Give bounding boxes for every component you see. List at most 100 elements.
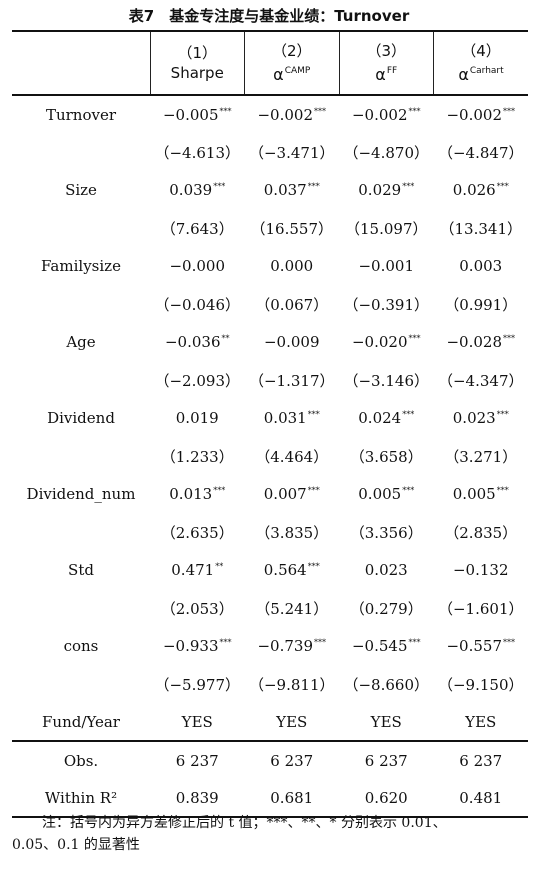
table-row-tstat: （−0.046） （0.067） （−0.391） （0.991） xyxy=(12,285,528,323)
row-label: cons xyxy=(63,637,99,655)
table-cell: −0.002*** xyxy=(245,95,340,133)
table-cell: （0.067） xyxy=(245,285,340,323)
cell-value: −0.000 xyxy=(169,257,225,275)
col-label: α xyxy=(458,65,469,84)
table-row-tstat: （−5.977） （−9.811） （−8.660） （−9.150） xyxy=(12,665,528,703)
cell-value: （3.835） xyxy=(255,523,329,542)
table-cell: −0.557*** xyxy=(434,627,529,665)
col-number: （4） xyxy=(461,42,501,60)
cell-value: （2.053） xyxy=(160,599,234,618)
table-cell: −0.132 xyxy=(434,551,529,589)
row-label: Fund/Year xyxy=(42,712,120,731)
cell-value: （−4.347） xyxy=(437,371,524,390)
table-row: Age −0.036** −0.009 −0.020*** −0.028*** xyxy=(12,323,528,361)
row-label xyxy=(12,437,150,475)
cell-value: （1.233） xyxy=(160,447,234,466)
header-col-4: （4） αCarhart xyxy=(433,31,528,95)
significance-stars: *** xyxy=(408,106,421,116)
significance-stars: *** xyxy=(496,182,509,191)
cell-value: 0.039 xyxy=(169,181,213,199)
table-cell: 0.481 xyxy=(433,779,528,818)
cell-value: −0.002 xyxy=(446,105,502,124)
col-label-sup: Carhart xyxy=(469,66,504,76)
table-row-tstat: （2.053） （5.241） （0.279） （−1.601） xyxy=(12,589,528,627)
table-row: Size 0.039*** 0.037*** 0.029*** 0.026*** xyxy=(12,171,528,209)
significance-stars: *** xyxy=(213,182,226,191)
table-cell: −0.002*** xyxy=(434,95,529,133)
cell-value: （0.067） xyxy=(255,295,329,314)
row-label xyxy=(12,133,150,171)
table-row: Familysize −0.000 0.000 −0.001 0.003 xyxy=(12,247,528,285)
table-cell: 0.000 xyxy=(245,247,340,285)
table-cell: −0.545*** xyxy=(339,627,434,665)
table-cell: （3.356） xyxy=(339,513,434,551)
cell-value: （−3.471） xyxy=(248,143,335,162)
cell-value: （−4.613） xyxy=(154,143,240,162)
table-cell: 0.026*** xyxy=(434,171,529,209)
cell-value: −0.132 xyxy=(452,561,509,579)
results-table: （1） Sharpe （2） αCAMP （3） αFF （4） αCarhar… xyxy=(12,30,528,818)
row-label: Within R² xyxy=(12,779,150,818)
table-cell: 0.681 xyxy=(244,779,339,818)
table-cell: （−4.347） xyxy=(434,361,529,399)
table-title: 表7 基金专注度与基金业绩：Turnover xyxy=(128,7,410,25)
col-label: α xyxy=(273,65,284,84)
table-cell: YES xyxy=(434,703,529,741)
table-row: Dividend_num 0.013*** 0.007*** 0.005*** 0.00… xyxy=(12,475,528,513)
table-cell: 0.013*** xyxy=(150,475,245,513)
significance-stars: *** xyxy=(496,486,509,495)
table-row-tstat: （−2.093） （−1.317） （−3.146） （−4.347） xyxy=(12,361,528,399)
table-cell: （3.835） xyxy=(245,513,340,551)
table-cell: （−4.847） xyxy=(434,133,529,171)
significance-stars: *** xyxy=(402,182,415,191)
cell-value: 0.026 xyxy=(452,181,496,199)
significance-stars: *** xyxy=(314,638,326,647)
significance-stars: *** xyxy=(402,410,415,419)
cell-value: （2.835） xyxy=(444,523,518,542)
cell-value: （−0.391） xyxy=(343,295,429,314)
cell-value: −0.005 xyxy=(162,105,219,124)
col-label: α xyxy=(375,65,386,84)
table-row-tstat: （2.635） （3.835） （3.356） （2.835） xyxy=(12,513,528,551)
table-cell: −0.005*** xyxy=(150,95,245,133)
table-cell: （2.635） xyxy=(150,513,245,551)
table-cell: （15.097） xyxy=(339,209,434,247)
table-cell: （−4.613） xyxy=(150,133,245,171)
summary-row: Obs. 6 237 6 237 6 237 6 237 xyxy=(12,740,528,779)
table-cell: （−0.391） xyxy=(339,285,434,323)
cell-value: 0.023 xyxy=(364,561,408,579)
row-label: Dividend xyxy=(47,409,115,427)
table-cell: （−9.150） xyxy=(434,665,529,703)
table-cell: （−5.977） xyxy=(150,665,245,703)
table-cell: （3.658） xyxy=(339,437,434,475)
table-cell: （1.233） xyxy=(150,437,245,475)
table-cell: YES xyxy=(150,703,245,741)
table-cell: （−2.093） xyxy=(150,361,245,399)
cell-value: （−1.317） xyxy=(248,371,335,390)
table-cell: −0.009 xyxy=(245,323,340,361)
table-cell: 0.564*** xyxy=(245,551,340,589)
significance-stars: *** xyxy=(307,486,320,495)
table-cell: −0.739*** xyxy=(245,627,340,665)
summary-row: Within R² 0.839 0.681 0.620 0.481 xyxy=(12,779,528,818)
table-cell: （2.053） xyxy=(150,589,245,627)
cell-value: 0.005 xyxy=(452,485,496,503)
significance-stars: *** xyxy=(503,638,515,647)
header-corner xyxy=(12,31,151,95)
table-row-tstat: （1.233） （4.464） （3.658） （3.271） xyxy=(12,437,528,475)
table-cell: 0.007*** xyxy=(245,475,340,513)
row-label: Std xyxy=(68,561,94,579)
cell-value: 0.471 xyxy=(171,561,215,579)
table-cell: 6 237 xyxy=(244,740,339,779)
cell-value: （−8.660） xyxy=(343,675,429,694)
table-cell: （0.279） xyxy=(339,589,434,627)
table-cell: 0.023*** xyxy=(434,399,529,437)
table-cell: （16.557） xyxy=(245,209,340,247)
table-cell: （0.991） xyxy=(434,285,529,323)
header-col-1: （1） Sharpe xyxy=(149,31,245,95)
table-cell: （2.835） xyxy=(434,513,529,551)
row-label: Turnover xyxy=(45,105,117,124)
row-label xyxy=(12,513,150,551)
table-cell: （−1.317） xyxy=(245,361,340,399)
cell-value: YES xyxy=(276,712,308,731)
